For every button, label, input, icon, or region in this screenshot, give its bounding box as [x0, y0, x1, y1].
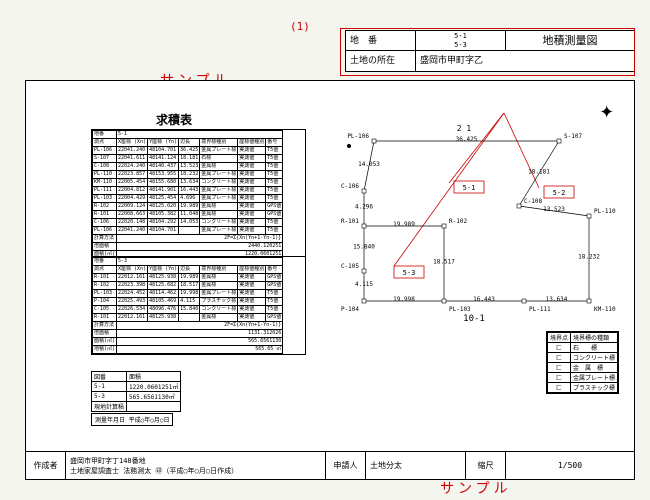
redbox-1: [340, 28, 635, 76]
author-text: 盛岡市甲町字丁148番地 土地家屋調査士 法務測太 ㊞（平成○年○月○日作成）: [66, 452, 326, 479]
scale-value: 1/500: [506, 452, 634, 479]
calc-title: 求積表: [156, 111, 192, 128]
svg-text:S-107: S-107: [564, 133, 582, 140]
svg-text:19.998: 19.998: [393, 296, 415, 303]
svg-text:15.840: 15.840: [353, 244, 375, 251]
footer-bar: 作成者 盛岡市甲町字丁148番地 土地家屋調査士 法務測太 ㊞（平成○年○月○日…: [26, 451, 634, 479]
svg-text:PL-106: PL-106: [347, 133, 369, 140]
annotation-1: (1): [290, 20, 310, 33]
svg-text:KM-110: KM-110: [594, 306, 616, 313]
author-label: 作成者: [26, 452, 66, 479]
legend-table: 境界点境界標の種類匚石 標匚コンクリート標匚金 属 標匚金属プレート標匚プラスチ…: [546, 331, 619, 394]
svg-text:18.517: 18.517: [433, 259, 455, 266]
svg-text:C-106: C-106: [341, 183, 359, 190]
svg-text:4.115: 4.115: [355, 281, 373, 288]
svg-text:5-2: 5-2: [553, 189, 566, 197]
svg-text:C-105: C-105: [341, 263, 359, 270]
svg-text:4.296: 4.296: [355, 204, 373, 211]
svg-text:R-101: R-101: [341, 218, 359, 225]
svg-text:5-1: 5-1: [463, 184, 476, 192]
svg-text:5-3: 5-3: [403, 269, 416, 277]
calc-table-2: 地番5-3測点X座標 (Xn)Y座標 (Yn)辺長境界標種別座標値種別番号R-1…: [91, 256, 306, 355]
svg-text:16.443: 16.443: [473, 296, 495, 303]
svg-text:14.053: 14.053: [358, 161, 380, 168]
area-summary: 図番面積5-11220.0601251㎡5-3565.6561130㎡現地計算積: [91, 371, 181, 412]
main-drawing-area: 求積表 地番5-1測点X座標 (Xn)Y座標 (Yn)辺長境界標種別座標値種別番…: [25, 80, 635, 480]
svg-text:C-108: C-108: [524, 198, 542, 205]
svg-text:PL-111: PL-111: [529, 306, 551, 313]
svg-text:R-102: R-102: [449, 218, 467, 225]
svg-text:PL-110: PL-110: [594, 208, 616, 215]
svg-text:13.523: 13.523: [543, 206, 565, 213]
svg-text:10-1: 10-1: [463, 314, 485, 324]
svg-text:36.425: 36.425: [456, 136, 478, 143]
svg-text:19.989: 19.989: [393, 221, 415, 228]
svg-text:PL-103: PL-103: [449, 306, 471, 313]
applicant-value: 土地分太: [366, 452, 466, 479]
scale-label: 縮尺: [466, 452, 506, 479]
svg-text:13.634: 13.634: [546, 296, 568, 303]
compass-icon: ✦: [600, 96, 614, 124]
sample-label: サンプル: [440, 478, 512, 498]
survey-date: 測量年月日 平成○年○月○日: [91, 413, 173, 426]
svg-text:P-104: P-104: [341, 306, 359, 313]
svg-text:18.181: 18.181: [528, 169, 550, 176]
svg-text:18.232: 18.232: [578, 254, 600, 261]
calc-table-1: 地番5-1測点X座標 (Xn)Y座標 (Yn)辺長境界標種別座標値種別番号PL-…: [91, 129, 306, 268]
svg-text:2 1: 2 1: [457, 124, 472, 133]
applicant-label: 申請人: [326, 452, 366, 479]
